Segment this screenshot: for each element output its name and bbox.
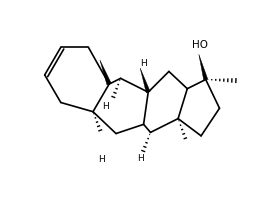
- Polygon shape: [100, 61, 111, 85]
- Text: HO: HO: [191, 40, 207, 50]
- Text: H: H: [137, 153, 144, 162]
- Text: H: H: [139, 59, 146, 68]
- Polygon shape: [140, 69, 150, 93]
- Text: H: H: [97, 154, 104, 163]
- Text: H: H: [102, 102, 109, 111]
- Polygon shape: [198, 55, 207, 81]
